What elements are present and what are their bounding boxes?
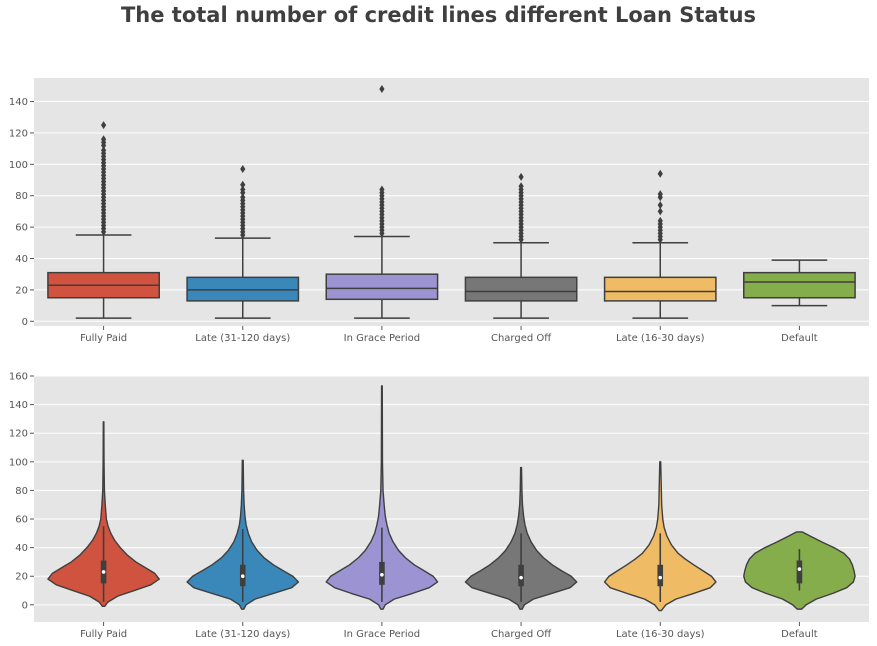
box-xtick-label: Charged Off	[491, 333, 552, 344]
violin-2	[186, 459, 300, 610]
box-2	[186, 165, 300, 319]
box-ytick-label: 0	[22, 317, 28, 328]
box-xtick-label: Fully Paid	[80, 333, 127, 344]
box-outlier	[100, 121, 107, 130]
box-3	[325, 84, 439, 319]
box-xtick-label: In Grace Period	[344, 333, 420, 344]
box-iqr	[186, 276, 300, 302]
box-outlier	[657, 216, 663, 225]
violin-median-dot	[101, 570, 106, 574]
box-outlier	[240, 165, 246, 174]
box-ytick-label: 80	[15, 191, 28, 202]
box-iqr	[743, 271, 856, 299]
box-xtick-label: Late (31-120 days)	[195, 333, 290, 344]
violin-xtick-label: Charged Off	[491, 629, 552, 640]
violin-median-dot	[519, 575, 523, 580]
box-5	[603, 169, 717, 319]
violin-1	[47, 421, 160, 607]
violin-5	[603, 461, 717, 612]
violin-xtick-label: Fully Paid	[80, 629, 127, 640]
box-xtick-label: Default	[781, 333, 818, 344]
violin-body	[47, 421, 160, 607]
violin-ytick-label: 60	[15, 515, 28, 526]
violin-median-dot	[658, 575, 663, 580]
box-outlier	[518, 172, 524, 181]
box-outlier	[100, 146, 107, 155]
box-iqr	[603, 276, 717, 302]
violin-plot-area	[34, 376, 869, 622]
box-ytick-label: 140	[9, 97, 28, 108]
violin-6	[743, 531, 856, 610]
box-iqr	[464, 276, 578, 302]
box-plot-area	[34, 78, 869, 326]
violin-median-dot	[240, 574, 245, 579]
box-outlier	[240, 193, 246, 202]
violin-ytick-label: 120	[9, 429, 28, 440]
violin-xtick-label: In Grace Period	[344, 629, 420, 640]
violin-ytick-label: 140	[9, 400, 28, 411]
box-outlier	[240, 180, 246, 189]
violin-xtick-label: Late (16-30 days)	[616, 629, 705, 640]
violin-iqr-bar	[796, 560, 803, 584]
violin-ytick-label: 40	[15, 543, 28, 554]
box-ytick-label: 100	[9, 160, 28, 171]
box-4	[464, 172, 578, 319]
violin-4	[464, 466, 578, 610]
box-1	[47, 121, 161, 319]
violin-ytick-label: 0	[22, 600, 28, 611]
box-outlier	[100, 135, 107, 144]
box-outlier	[657, 207, 663, 216]
violin-xtick-label: Late (31-120 days)	[195, 629, 290, 640]
violin-median-dot	[380, 573, 384, 577]
violin-median-dot	[797, 567, 802, 571]
violin-body	[325, 385, 439, 610]
box-outlier	[518, 182, 524, 191]
box-outlier	[379, 84, 385, 93]
box-outlier	[657, 190, 663, 199]
violin-xtick-label: Default	[781, 629, 818, 640]
box-ytick-label: 60	[15, 223, 28, 234]
box-ytick-label: 120	[9, 128, 28, 139]
violin-iqr-bar	[657, 564, 664, 587]
box-outlier	[657, 201, 663, 210]
violin-ytick-label: 160	[9, 372, 28, 383]
chart-title: The total number of credit lines differe…	[120, 3, 757, 27]
violin-ytick-label: 80	[15, 486, 28, 497]
box-outlier	[657, 169, 663, 178]
box-iqr	[325, 273, 439, 301]
violin-ytick-label: 20	[15, 572, 28, 583]
box-6	[743, 259, 856, 307]
violin-ytick-label: 100	[9, 457, 28, 468]
box-plot-panel: 0 20 40 60 80 100 120 140 Fully Paid Late (31-120…	[9, 78, 869, 344]
violin-plot-panel: 0 20 40 60 80 100 120 140 160 Fully Paid Late (31-…	[9, 372, 869, 640]
box-ytick-label: 40	[15, 254, 28, 265]
violin-iqr-bar	[518, 564, 524, 587]
box-outlier	[240, 185, 246, 194]
box-ytick-label: 20	[15, 285, 28, 296]
box-outlier	[379, 185, 385, 194]
box-xtick-label: Late (16-30 days)	[616, 333, 705, 344]
violin-3	[325, 385, 439, 610]
